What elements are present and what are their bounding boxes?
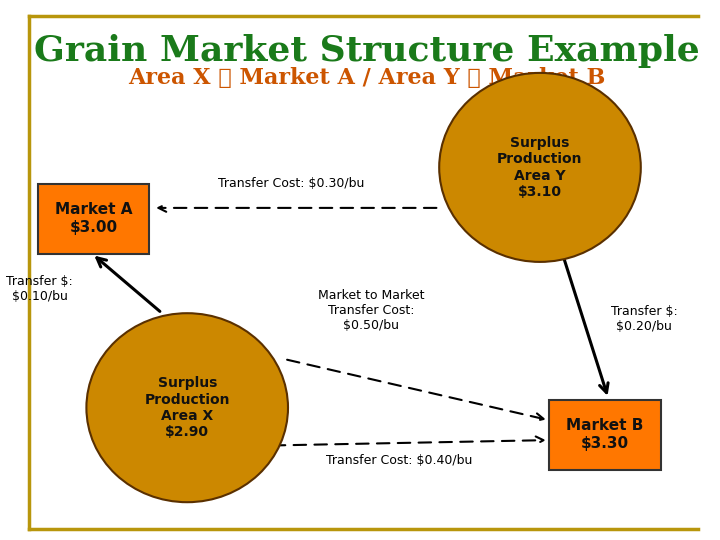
Text: Market B
$3.30: Market B $3.30	[566, 418, 644, 451]
Text: Market to Market
Transfer Cost:
$0.50/bu: Market to Market Transfer Cost: $0.50/bu	[318, 289, 424, 332]
Text: Transfer Cost: $0.40/bu: Transfer Cost: $0.40/bu	[326, 454, 473, 467]
Text: Transfer $:
$0.10/bu: Transfer $: $0.10/bu	[6, 275, 73, 303]
Text: Transfer Cost: $0.30/bu: Transfer Cost: $0.30/bu	[218, 177, 365, 190]
Text: Transfer $:
$0.20/bu: Transfer $: $0.20/bu	[611, 305, 678, 333]
FancyBboxPatch shape	[549, 400, 661, 470]
Ellipse shape	[439, 73, 641, 262]
Text: Surplus
Production
Area X
$2.90: Surplus Production Area X $2.90	[145, 376, 230, 439]
Text: Area X ➨ Market A / Area Y ➨ Market B: Area X ➨ Market A / Area Y ➨ Market B	[128, 68, 606, 89]
Ellipse shape	[86, 313, 288, 502]
Text: Grain Market Structure Example: Grain Market Structure Example	[35, 35, 700, 68]
Text: Surplus
Production
Area Y
$3.10: Surplus Production Area Y $3.10	[498, 136, 582, 199]
Text: Market A
$3.00: Market A $3.00	[55, 202, 132, 235]
FancyBboxPatch shape	[38, 184, 150, 254]
